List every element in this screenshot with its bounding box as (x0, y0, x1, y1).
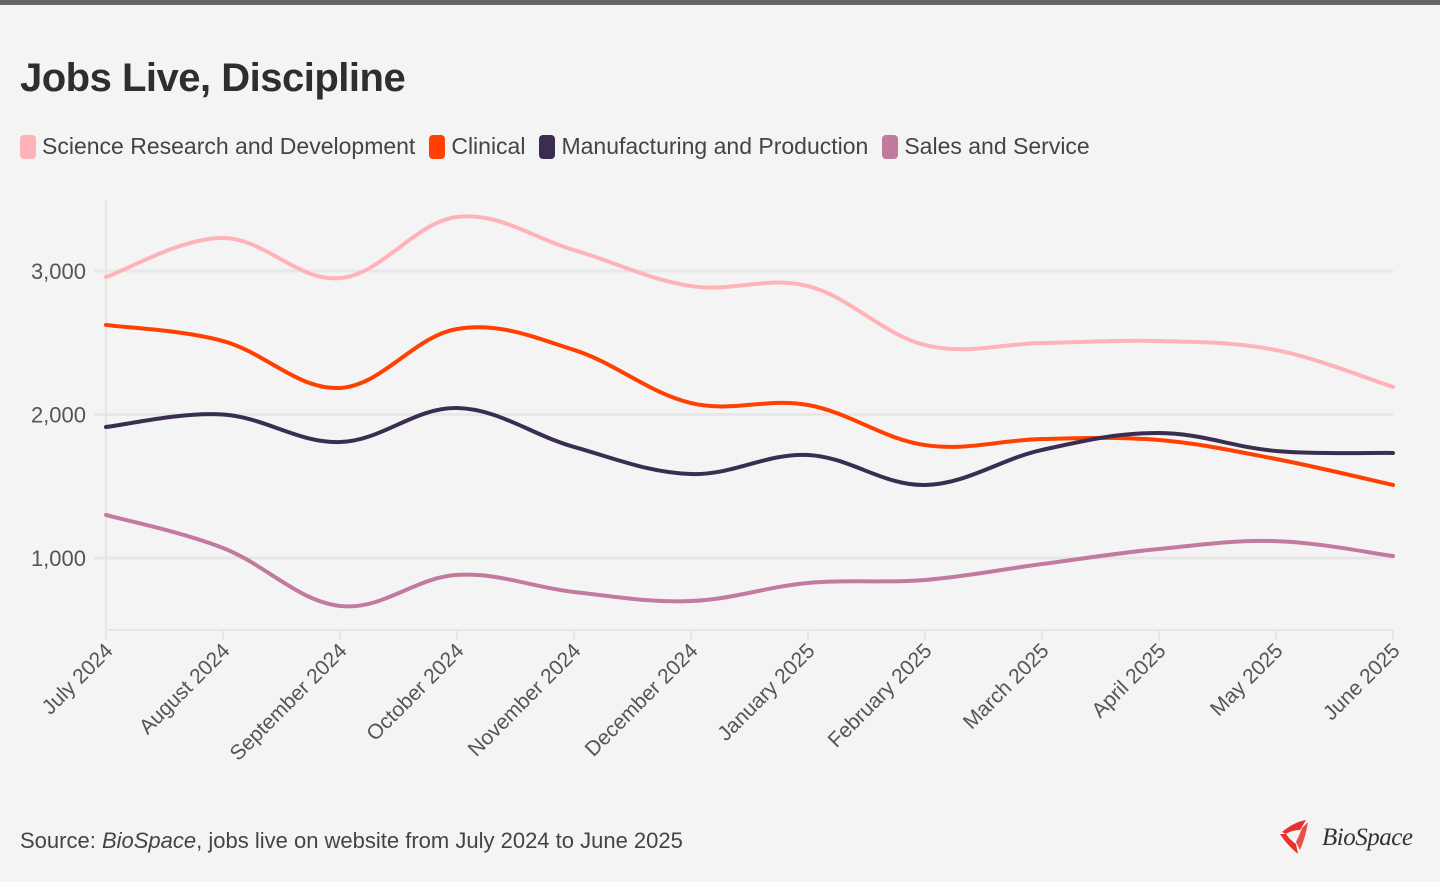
series-lines (104, 214, 1395, 609)
top-border (0, 0, 1440, 5)
source-note: Source: BioSpace, jobs live on website f… (20, 828, 683, 854)
legend-label: Sales and Service (904, 133, 1090, 159)
series-line-manufacturing (104, 406, 1395, 487)
source-suffix: , jobs live on website from July 2024 to… (196, 828, 683, 853)
source-prefix: Source: (20, 828, 96, 853)
source-name: BioSpace (101, 828, 197, 853)
x-tick-label: October 2024 (362, 639, 468, 745)
x-tick-label: June 2025 (1319, 639, 1405, 725)
x-tick-label: May 2025 (1206, 639, 1287, 720)
gridlines (94, 269, 1393, 560)
legend-swatch (882, 134, 899, 159)
x-tick-label: February 2025 (824, 639, 937, 752)
legend-label: Science Research and Development (42, 133, 416, 159)
series-line-clinical (104, 322, 1395, 487)
legend-item-manufacturing[interactable]: Manufacturing and Production (539, 133, 868, 160)
y-tick-label: 3,000 (31, 259, 86, 284)
legend-swatch (20, 134, 36, 159)
legend-swatch (429, 134, 446, 159)
logo-text: BioSpace (1322, 824, 1413, 851)
x-tick-label: January 2025 (713, 639, 819, 745)
x-tick-label: September 2024 (225, 639, 351, 765)
legend: Science Research and Development Clinica… (20, 133, 1104, 160)
x-tick-label: March 2025 (959, 639, 1054, 734)
biospace-logo: BioSpace (1276, 818, 1413, 858)
y-tick-label: 2,000 (31, 403, 86, 428)
legend-label: Clinical (451, 133, 526, 159)
legend-label: Manufacturing and Production (561, 133, 869, 159)
chart-title: Jobs Live, Discipline (20, 56, 406, 100)
x-tick-label: November 2024 (464, 639, 586, 761)
x-tick-label: July 2024 (38, 639, 118, 719)
axes: 1,000 2,000 3,000 July 2024 August 2024Septe… (31, 200, 1405, 765)
series-line-science-research (104, 214, 1395, 389)
series-line-sales (104, 512, 1395, 609)
x-tick-label: April 2025 (1087, 639, 1170, 722)
legend-swatch (539, 134, 556, 159)
legend-item-sales[interactable]: Sales and Service (882, 133, 1090, 160)
x-tick-label: December 2024 (581, 639, 703, 761)
y-tick-label: 1,000 (31, 546, 86, 571)
line-chart: 1,000 2,000 3,000 July 2024 August 2024Septe… (31, 200, 1405, 765)
biospace-logo-icon (1280, 820, 1308, 854)
legend-item-clinical[interactable]: Clinical (429, 133, 525, 160)
x-tick-label: August 2024 (135, 639, 235, 739)
legend-item-science-research[interactable]: Science Research and Development (20, 133, 415, 160)
